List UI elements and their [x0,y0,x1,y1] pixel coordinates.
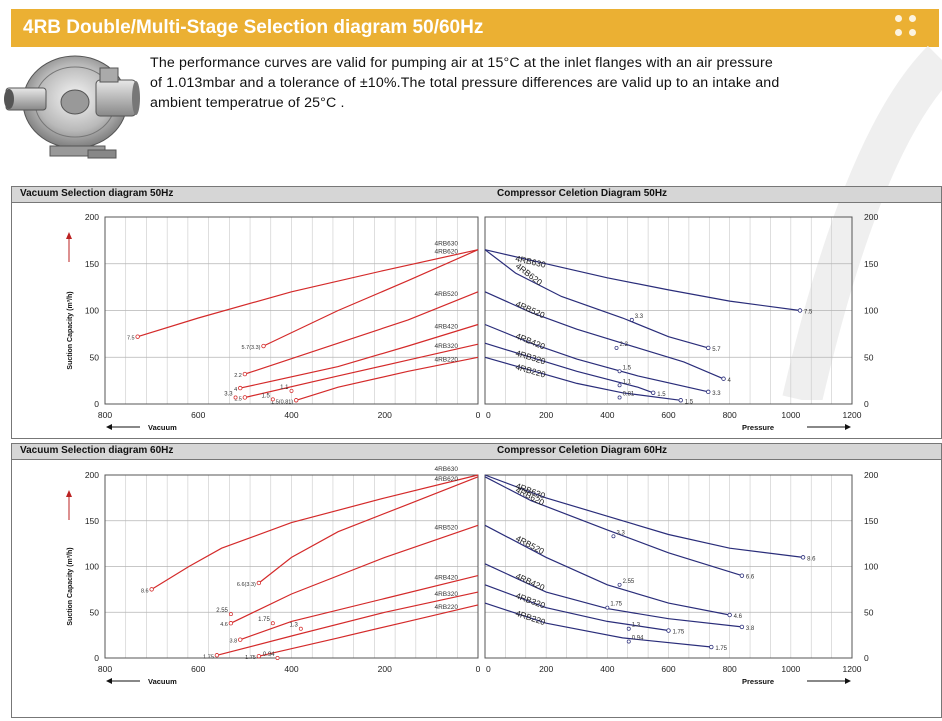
vacuum-60hz-title: Vacuum Selection diagram 60Hz [20,445,174,456]
compressor-60hz-title: Compressor Celetion Diagram 60Hz [497,445,668,456]
page-title: 4RB Double/Multi-Stage Selection diagram… [23,17,484,38]
description-line: ambient temperatrue of 25°C . [150,95,345,111]
description-line: of 1.013mbar and a tolerance of ±10%.The… [150,75,780,91]
description-line: The performance curves are valid for pum… [150,55,773,71]
page-header: 4RB Double/Multi-Stage Selection diagram… [11,9,939,47]
vacuum-50hz-title: Vacuum Selection diagram 50Hz [20,188,174,199]
panel-header-50hz: Vacuum Selection diagram 50Hz Compressor… [12,187,941,203]
blower-image [0,50,145,178]
panel-header-60hz: Vacuum Selection diagram 60Hz Compressor… [12,444,941,460]
panel-60hz: Vacuum Selection diagram 60Hz Compressor… [11,443,942,718]
dots-icon [895,15,923,41]
description: The performance curves are valid for pum… [150,53,895,113]
compressor-50hz-title: Compressor Celetion Diagram 50Hz [497,188,668,199]
panel-50hz: Vacuum Selection diagram 50Hz Compressor… [11,186,942,439]
